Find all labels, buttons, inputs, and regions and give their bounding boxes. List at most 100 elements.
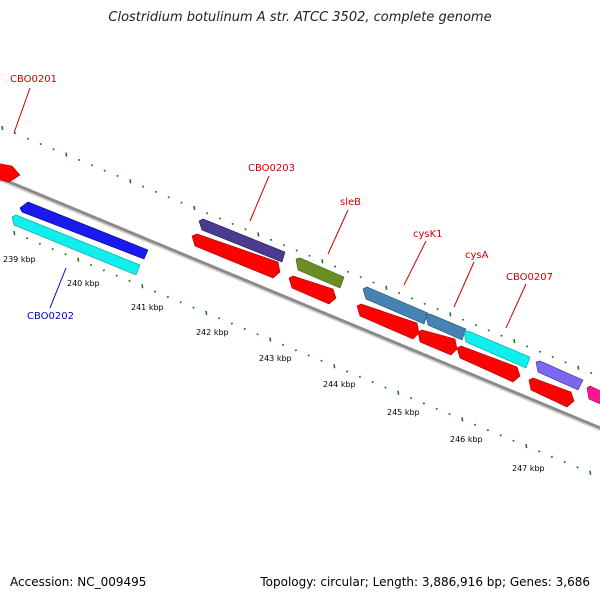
- upper-track-dot: [474, 323, 478, 327]
- accession-text: Accession: NC_009495: [10, 575, 147, 589]
- lower-track-dot: [576, 466, 579, 469]
- lower-track-dot: [563, 460, 566, 464]
- upper-track-dot: [193, 205, 196, 211]
- upper-track-dot: [257, 232, 260, 237]
- tick-label-239: 239 kbp: [3, 255, 36, 264]
- lower-track-dot: [269, 337, 272, 342]
- tick-label-246: 246 kbp: [450, 435, 483, 444]
- feature-cbo0203-cds[interactable]: [198, 218, 286, 263]
- upper-track-dot: [13, 132, 17, 135]
- lower-track-dot: [217, 317, 221, 320]
- feature-next-gene[interactable]: [528, 377, 575, 408]
- upper-track-dot: [359, 275, 362, 279]
- feature-cysk1-cds[interactable]: [362, 286, 429, 325]
- lower-track-dot: [422, 402, 426, 405]
- upper-track-dot: [231, 222, 234, 226]
- tick-label-241: 241 kbp: [131, 303, 164, 312]
- lower-track-dot: [13, 230, 16, 236]
- feature-cbo0203-gene[interactable]: [191, 233, 281, 279]
- lower-track-dot: [192, 306, 195, 309]
- leader-cysa: [453, 261, 475, 308]
- lower-dotted-track: [13, 230, 592, 475]
- lower-track-dot: [166, 295, 170, 299]
- lower-track-dot: [38, 242, 42, 245]
- tick-label-244: 244 kbp: [323, 380, 356, 389]
- upper-track-dot: [461, 318, 465, 321]
- leader-cysk1: [403, 240, 427, 286]
- upper-track-dot: [218, 217, 222, 220]
- upper-track-dot: [410, 297, 414, 300]
- lower-track-dot: [371, 380, 374, 384]
- upper-track-dot: [321, 259, 324, 264]
- lower-track-dot: [115, 274, 118, 277]
- upper-track-dot: [52, 148, 55, 151]
- upper-track-dot: [295, 249, 298, 252]
- genome-summary-text: Topology: circular; Length: 3,886,916 bp…: [260, 575, 590, 589]
- leader-cbo0201: [13, 87, 31, 134]
- feature-cysa-cds[interactable]: [425, 313, 467, 341]
- lower-track-dot: [409, 396, 413, 400]
- lower-track-dot: [435, 407, 438, 410]
- upper-track-dot: [385, 285, 388, 290]
- upper-track-dot: [397, 291, 401, 295]
- upper-track-dot: [333, 265, 337, 268]
- upper-track-dot: [65, 152, 68, 157]
- lower-track-dot: [499, 434, 502, 437]
- upper-track-dot: [577, 365, 580, 370]
- upper-track-dot: [525, 345, 529, 348]
- upper-track-dot: [39, 142, 42, 146]
- upper-track-dot: [129, 179, 132, 184]
- label-cbo0201[interactable]: CBO0201: [10, 74, 57, 85]
- lower-track-dot: [281, 343, 285, 347]
- lower-track-dot: [51, 247, 54, 251]
- feature-next-cds[interactable]: [535, 360, 584, 391]
- tick-label-242: 242 kbp: [196, 328, 229, 337]
- lower-track-dot: [205, 310, 208, 316]
- upper-track-dot: [26, 137, 30, 140]
- feature-sleb-cds[interactable]: [295, 257, 345, 289]
- lower-track-dot: [589, 470, 592, 475]
- genome-backbone: [0, 176, 600, 430]
- leader-cbo0203: [249, 175, 270, 222]
- upper-track-dot: [141, 185, 145, 188]
- feature-cbo0207-cds[interactable]: [463, 330, 531, 369]
- label-cbo0202[interactable]: CBO0202: [27, 311, 74, 322]
- lower-track-dot: [525, 443, 528, 449]
- lower-track-dot: [64, 253, 67, 256]
- label-cbo0203[interactable]: CBO0203: [248, 163, 295, 174]
- feature-sleb-gene[interactable]: [288, 275, 337, 305]
- lower-track-dot: [358, 375, 362, 378]
- lower-track-dot: [320, 359, 323, 362]
- lower-track-dot: [128, 279, 131, 283]
- lower-track-dot: [294, 349, 298, 352]
- tick-label-243: 243 kbp: [259, 354, 292, 363]
- feature-edge-cds[interactable]: [586, 385, 600, 406]
- feature-cbo0201-gene[interactable]: [0, 162, 21, 183]
- lower-track-dot: [141, 284, 144, 289]
- feature-cbo0202-cds[interactable]: [19, 201, 149, 260]
- leader-cbo0207: [505, 283, 527, 329]
- label-cysk1[interactable]: cysK1: [413, 229, 443, 240]
- feature-cbo0207-gene[interactable]: [456, 345, 521, 383]
- lower-track-dot: [345, 370, 349, 373]
- label-cysa[interactable]: cysA: [465, 250, 489, 261]
- lower-track-dot: [153, 290, 157, 293]
- upper-track-dot: [564, 361, 567, 364]
- upper-track-dot: [244, 228, 247, 231]
- lower-track-dot: [256, 333, 259, 336]
- label-sleb[interactable]: sleB: [340, 197, 361, 208]
- feature-cbo0202-gene[interactable]: [11, 214, 141, 276]
- upper-track-dot: [538, 350, 542, 353]
- upper-track-dot: [90, 164, 94, 167]
- label-cbo0207[interactable]: CBO0207: [506, 272, 553, 283]
- upper-track-dot: [423, 302, 426, 305]
- upper-track-dot: [308, 254, 311, 257]
- leader-cbo0202: [49, 267, 67, 309]
- lower-track-dot: [448, 412, 451, 416]
- upper-track-dot: [103, 169, 106, 172]
- lower-track-dot: [25, 237, 29, 240]
- upper-track-dot: [154, 190, 158, 194]
- upper-track-dot: [1, 125, 4, 131]
